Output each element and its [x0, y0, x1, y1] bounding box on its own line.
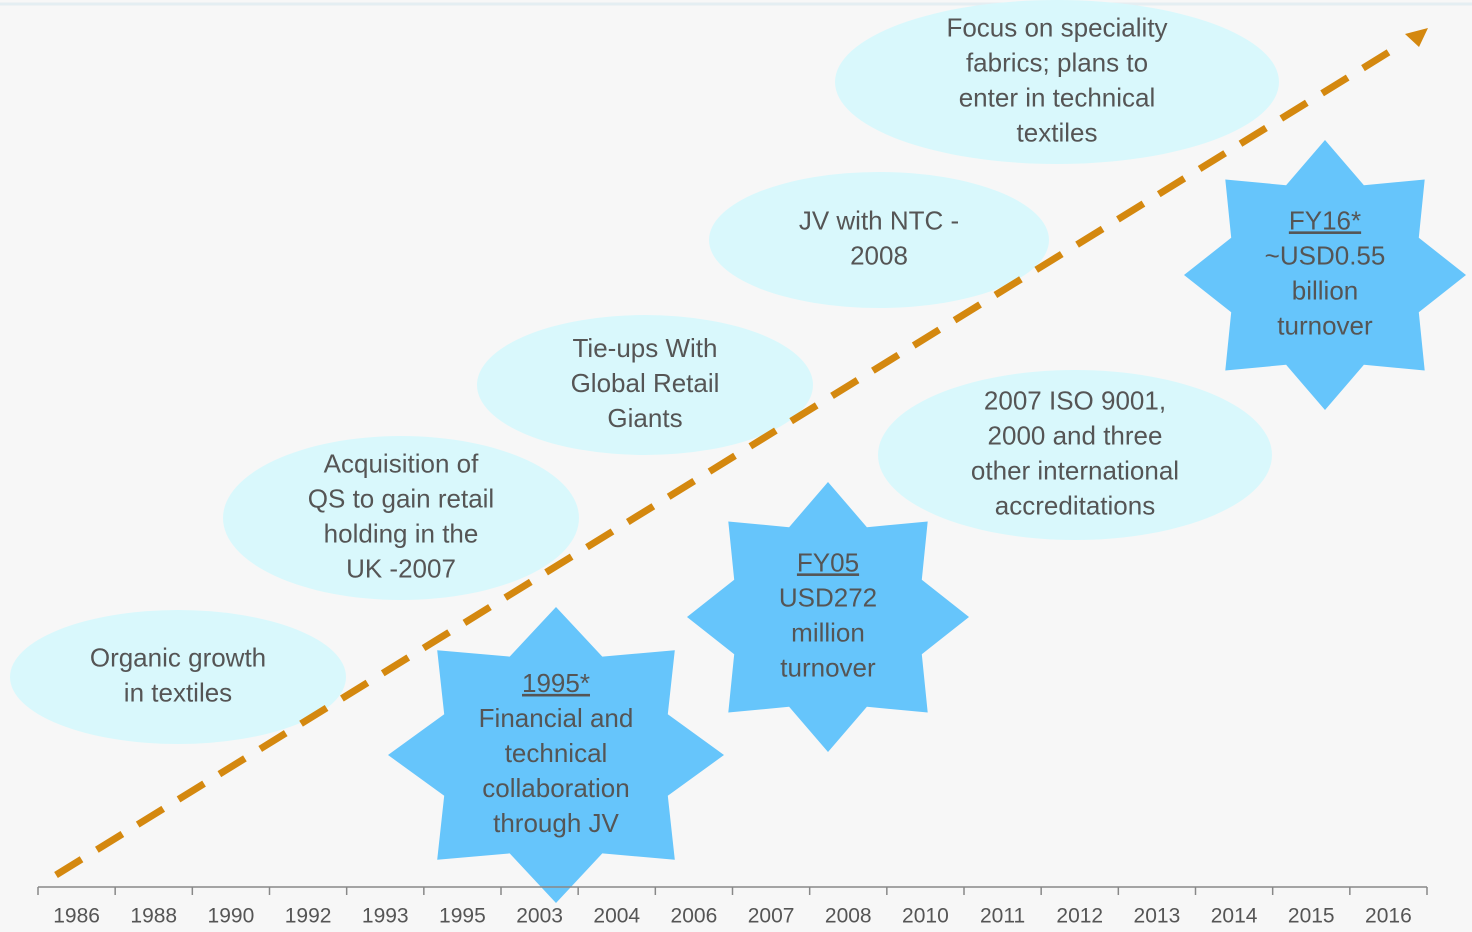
- milestone-text: ~USD0.55: [1265, 240, 1386, 270]
- event-bubble: [835, 0, 1279, 164]
- arrow-line: [54, 41, 1404, 878]
- year-label: 2006: [671, 905, 718, 928]
- event-bubble: [709, 172, 1049, 308]
- milestone-text: USD272: [779, 582, 877, 612]
- milestone-star: [388, 607, 724, 903]
- year-label: 2013: [1134, 905, 1181, 928]
- event-text: in textiles: [124, 677, 232, 707]
- year-label: 2004: [593, 905, 640, 928]
- year-label: 1990: [208, 905, 255, 928]
- year-axis: 1986 1988 1990 1992 1993 1995 2003 2004 2006 2007…: [37, 886, 1428, 928]
- year-label: 2015: [1288, 905, 1335, 928]
- event-text: Global Retail: [571, 368, 720, 398]
- year-label: 2011: [980, 905, 1025, 928]
- event-text: 2007 ISO 9001,: [984, 385, 1166, 415]
- event-text: Organic growth: [90, 642, 266, 672]
- year-label: 2016: [1365, 905, 1412, 928]
- event-text: JV with NTC -: [799, 205, 959, 235]
- event-text: 2000 and three: [988, 420, 1163, 450]
- event-text: Tie-ups With: [573, 333, 718, 363]
- milestone-text: collaboration: [482, 773, 629, 803]
- event-bubble: [10, 610, 346, 744]
- milestone-text: technical: [505, 738, 608, 768]
- event-text: Giants: [607, 403, 682, 433]
- year-label: 2012: [1056, 905, 1103, 928]
- milestone-title: FY05: [797, 547, 859, 577]
- event-text: fabrics; plans to: [966, 47, 1148, 77]
- year-label: 1993: [362, 905, 409, 928]
- year-label: 1995: [439, 905, 486, 928]
- year-label: 2003: [516, 905, 563, 928]
- event-text: Focus on speciality: [946, 12, 1167, 42]
- year-label: 2007: [748, 905, 795, 928]
- event-text: accreditations: [995, 490, 1155, 520]
- growth-arrow: [54, 28, 1428, 878]
- event-bubble: [223, 436, 579, 600]
- milestone-text: turnover: [780, 652, 876, 682]
- event-text: 2008: [850, 240, 908, 270]
- event-text: QS to gain retail: [308, 483, 494, 513]
- milestone-star: [1184, 140, 1466, 410]
- milestone-text: through JV: [493, 808, 619, 838]
- event-text: other international: [971, 455, 1179, 485]
- milestones: 1995* Financial and technical collaboration…: [388, 140, 1466, 903]
- event-bubbles: Organic growth in textiles Acquisition of Q…: [10, 0, 1279, 744]
- milestone-star: [687, 482, 969, 752]
- event-text: Acquisition of: [324, 448, 479, 478]
- milestone-text: million: [791, 617, 865, 647]
- arrow-head: [1405, 28, 1428, 47]
- event-bubble: [878, 370, 1272, 540]
- year-label: 2010: [902, 905, 949, 928]
- milestone-text: billion: [1292, 275, 1359, 305]
- year-label: 1986: [53, 905, 100, 928]
- event-text: textiles: [1017, 117, 1098, 147]
- event-text: enter in technical: [959, 82, 1156, 112]
- year-label: 1988: [130, 905, 177, 928]
- milestone-text: turnover: [1277, 310, 1373, 340]
- year-label: 2008: [825, 905, 872, 928]
- year-label: 1992: [285, 905, 332, 928]
- event-text: holding in the: [324, 518, 479, 548]
- year-label: 2014: [1211, 905, 1258, 928]
- milestone-text: Financial and: [479, 703, 634, 733]
- milestone-title: 1995*: [522, 668, 590, 698]
- milestone-title: FY16*: [1289, 205, 1361, 235]
- event-bubble: [477, 315, 813, 455]
- event-text: UK -2007: [346, 553, 456, 583]
